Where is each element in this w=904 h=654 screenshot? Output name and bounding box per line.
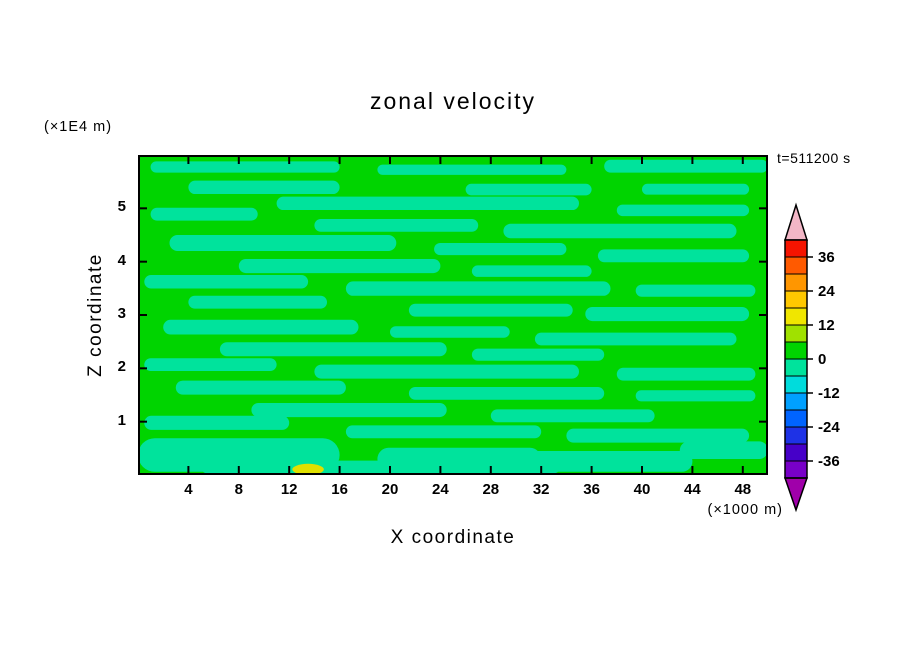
x-axis-label: X coordinate — [390, 527, 516, 548]
velocity-streak — [345, 425, 542, 439]
velocity-streak — [219, 342, 447, 357]
x-tick-label: 44 — [684, 481, 701, 498]
velocity-streak — [471, 348, 605, 361]
velocity-streak — [169, 235, 397, 251]
velocity-streak — [201, 460, 561, 474]
velocity-streak — [635, 284, 756, 297]
velocity-streak — [345, 281, 611, 296]
velocity-streak — [604, 159, 768, 173]
velocity-streak — [251, 403, 447, 418]
velocity-streak — [679, 441, 768, 459]
colorbar-tick-label: -12 — [818, 385, 840, 402]
velocity-streak — [616, 204, 750, 217]
velocity-streak — [150, 207, 258, 221]
velocity-streak — [434, 243, 567, 256]
y-tick-label: 3 — [117, 305, 126, 322]
velocity-streak — [314, 364, 579, 379]
colorbar-bottom-arrow — [783, 477, 809, 513]
velocity-streak — [465, 183, 592, 196]
y-tick-label: 5 — [117, 198, 126, 216]
colorbar-tick-label: 12 — [818, 317, 835, 334]
velocity-streak — [238, 259, 441, 274]
colorbar-segment — [784, 341, 808, 360]
colorbar-tick-label: -24 — [818, 419, 840, 436]
colorbar-segment — [784, 426, 808, 445]
time-annotation: t=511200 s — [777, 150, 851, 166]
velocity-streak — [276, 196, 579, 211]
colorbar-segment — [784, 239, 808, 258]
x-tick-label: 8 — [234, 481, 243, 498]
x-tick-label: 16 — [331, 481, 348, 498]
velocity-streak — [144, 358, 277, 371]
colorbar-tick-label: 0 — [818, 351, 826, 368]
colorbar-segment — [784, 392, 808, 411]
x-tick-label: 32 — [532, 481, 550, 498]
velocity-streak — [175, 380, 346, 395]
colorbar-segment — [784, 358, 808, 377]
velocity-streak — [163, 319, 359, 335]
x-axis-units-label: (×1000 m) — [707, 502, 783, 518]
x-tick-label: 24 — [432, 481, 449, 498]
colorbar-segment — [784, 324, 808, 343]
colorbar-segment — [784, 409, 808, 428]
velocity-streak — [144, 275, 309, 289]
velocity-streak — [635, 390, 756, 402]
colorbar-segment — [784, 273, 808, 292]
velocity-streak — [188, 295, 327, 309]
velocity-streak — [390, 326, 510, 338]
x-tick-label: 40 — [633, 481, 651, 498]
contour-plot-area — [138, 155, 768, 475]
x-tick-label: 28 — [482, 481, 500, 498]
velocity-streak — [503, 223, 737, 239]
velocity-streak — [408, 303, 573, 317]
velocity-streak — [597, 249, 750, 263]
colorbar-segment — [784, 460, 808, 479]
y-tick-label: 2 — [117, 358, 126, 376]
velocity-streak — [314, 219, 479, 232]
colorbar-segment — [784, 375, 808, 394]
velocity-streak — [616, 367, 756, 381]
colorbar-tick-label: 36 — [818, 249, 835, 266]
velocity-streak — [144, 415, 290, 430]
colorbar-tick-label: -36 — [818, 453, 840, 470]
colorbar-segment — [784, 290, 808, 309]
colorbar-top-arrow — [783, 202, 809, 241]
colorbar: 36 24 12 0 -12 -24 -36 — [783, 202, 840, 513]
velocity-spot — [292, 463, 324, 475]
x-tick-label: 36 — [583, 481, 600, 498]
velocity-streak — [471, 265, 592, 277]
x-tick-label: 48 — [734, 481, 752, 498]
plot-title: zonal velocity — [369, 88, 537, 114]
velocity-streak — [408, 387, 605, 400]
x-tick-label: 4 — [184, 481, 193, 498]
x-tick-label: 20 — [381, 481, 399, 498]
velocity-streak — [377, 164, 567, 175]
y-axis-units-label: (×1E4 m) — [44, 119, 113, 135]
colorbar-segment — [784, 256, 808, 275]
colorbar-segment — [784, 307, 808, 326]
velocity-streak — [585, 307, 750, 322]
velocity-streak — [188, 180, 340, 195]
y-tick-label: 1 — [117, 411, 126, 429]
y-tick-label: 4 — [117, 251, 126, 269]
velocity-streak — [534, 332, 737, 346]
velocity-streak — [566, 428, 750, 443]
colorbar-segment — [784, 443, 808, 462]
colorbar-tick-label: 24 — [818, 283, 835, 300]
plot-border — [138, 155, 768, 475]
velocity-streak — [642, 183, 750, 195]
velocity-streak — [490, 409, 655, 423]
x-tick-label: 12 — [280, 481, 298, 498]
velocity-streak — [150, 161, 340, 173]
